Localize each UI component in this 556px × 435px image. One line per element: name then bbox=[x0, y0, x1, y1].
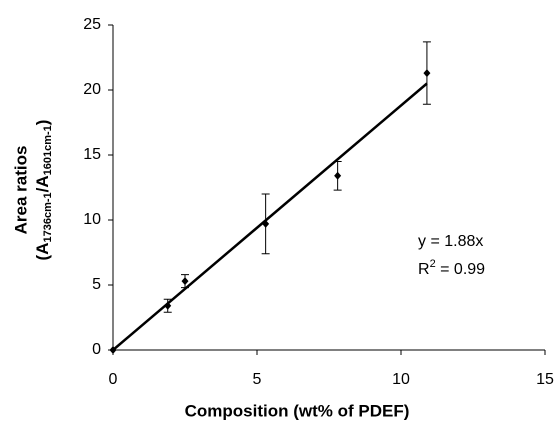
r-squared: R2 = 0.99 bbox=[418, 258, 485, 278]
r2-part: = 0.99 bbox=[436, 261, 485, 278]
y-axis-label: Area ratios bbox=[11, 146, 30, 235]
y-tick-label: 0 bbox=[92, 341, 101, 358]
y-axis-formula: (A1736cm-1/A1601cm-1) bbox=[33, 120, 53, 261]
y-tick-label: 25 bbox=[83, 16, 101, 33]
point bbox=[423, 69, 431, 78]
x-tick-label: 0 bbox=[109, 371, 118, 388]
y-tick-label: 5 bbox=[92, 276, 101, 293]
formula-part: ) bbox=[33, 120, 52, 126]
fit-line bbox=[112, 82, 428, 351]
r2-sup: 2 bbox=[430, 258, 436, 270]
x-tick-label: 10 bbox=[392, 371, 410, 388]
x-tick-label: 15 bbox=[536, 371, 554, 388]
formula-sub: 1601cm-1 bbox=[42, 125, 54, 175]
r2-part: R bbox=[418, 261, 430, 278]
formula-sub: 1736cm-1 bbox=[42, 192, 54, 242]
point bbox=[164, 301, 172, 310]
formula-part: (A bbox=[33, 243, 52, 261]
point bbox=[262, 219, 270, 228]
point bbox=[181, 277, 189, 286]
y-tick-label: 20 bbox=[83, 81, 101, 98]
y-tick-label: 15 bbox=[83, 146, 101, 163]
y-tick-label: 10 bbox=[83, 211, 101, 228]
point bbox=[334, 171, 342, 180]
x-tick-label: 5 bbox=[253, 371, 262, 388]
x-axis-label: Composition (wt% of PDEF) bbox=[185, 401, 410, 420]
equation: y = 1.88x bbox=[418, 233, 483, 250]
point bbox=[109, 346, 117, 354]
formula-part: /A bbox=[33, 175, 52, 192]
